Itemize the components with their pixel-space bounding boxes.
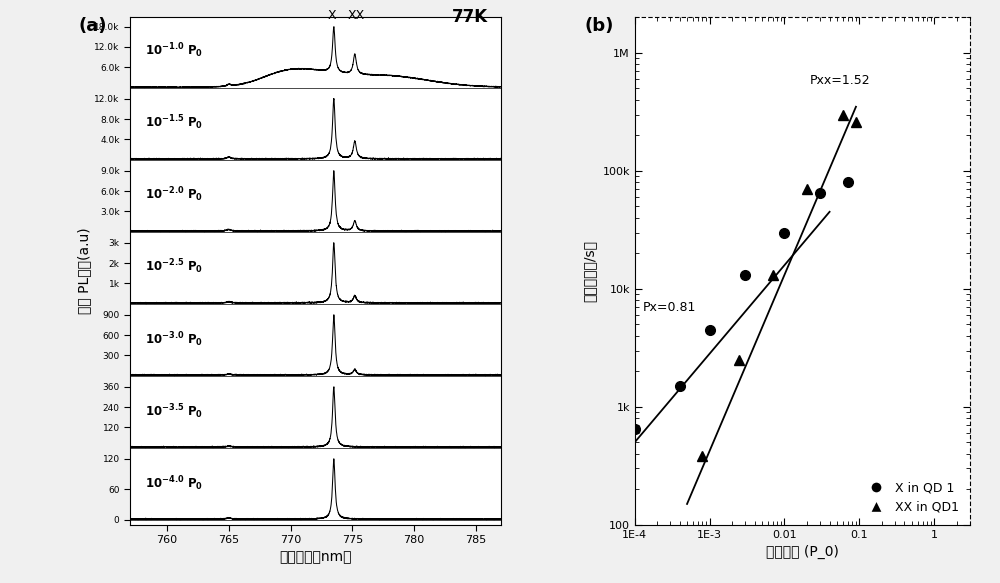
Y-axis label: 微区 PL强度(a.u): 微区 PL强度(a.u) [77,228,91,314]
X-axis label: 激发功率 (P_0): 激发功率 (P_0) [766,545,839,559]
Text: $\mathbf{10^{-1.5}\ P_0}$: $\mathbf{10^{-1.5}\ P_0}$ [145,114,203,132]
Text: $\mathbf{10^{-3.5}\ P_0}$: $\mathbf{10^{-3.5}\ P_0}$ [145,402,203,420]
Text: (b): (b) [584,17,614,36]
Text: $\mathbf{10^{-3.0}\ P_0}$: $\mathbf{10^{-3.0}\ P_0}$ [145,330,203,349]
Text: $\mathbf{10^{-1.0}\ P_0}$: $\mathbf{10^{-1.0}\ P_0}$ [145,42,203,61]
Text: (a): (a) [78,17,107,36]
Legend: X in QD 1, XX in QD1: X in QD 1, XX in QD1 [859,476,964,518]
Text: 77K: 77K [452,8,488,26]
Text: X: X [328,9,336,22]
Text: $\mathbf{10^{-4.0}\ P_0}$: $\mathbf{10^{-4.0}\ P_0}$ [145,474,203,493]
Text: XX: XX [347,9,365,22]
Text: Px=0.81: Px=0.81 [643,301,697,314]
X-axis label: 发光波长（nm）: 发光波长（nm） [279,551,352,565]
Text: $\mathbf{10^{-2.0}\ P_0}$: $\mathbf{10^{-2.0}\ P_0}$ [145,186,203,205]
Y-axis label: 积分光强（/s）: 积分光强（/s） [583,240,597,302]
Text: $\mathbf{10^{-2.5}\ P_0}$: $\mathbf{10^{-2.5}\ P_0}$ [145,258,203,276]
Text: Pxx=1.52: Pxx=1.52 [810,73,871,87]
